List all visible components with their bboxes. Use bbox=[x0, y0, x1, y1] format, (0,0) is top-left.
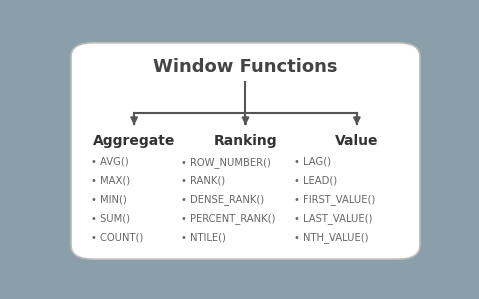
Text: • LAST_VALUE(): • LAST_VALUE() bbox=[294, 213, 372, 224]
Text: • FIRST_VALUE(): • FIRST_VALUE() bbox=[294, 195, 375, 205]
Text: • NTH_VALUE(): • NTH_VALUE() bbox=[294, 232, 368, 243]
Text: Window Functions: Window Functions bbox=[153, 58, 338, 76]
Text: Value: Value bbox=[335, 134, 378, 148]
Text: • MAX(): • MAX() bbox=[91, 176, 131, 186]
Text: • COUNT(): • COUNT() bbox=[91, 232, 144, 242]
Text: • DENSE_RANK(): • DENSE_RANK() bbox=[181, 195, 263, 205]
Text: Ranking: Ranking bbox=[214, 134, 277, 148]
Text: • RANK(): • RANK() bbox=[181, 176, 225, 186]
Text: Aggregate: Aggregate bbox=[93, 134, 175, 148]
Text: • NTILE(): • NTILE() bbox=[181, 232, 226, 242]
Text: • LAG(): • LAG() bbox=[294, 157, 331, 167]
Text: • PERCENT_RANK(): • PERCENT_RANK() bbox=[181, 213, 275, 224]
Text: • AVG(): • AVG() bbox=[91, 157, 129, 167]
FancyBboxPatch shape bbox=[71, 43, 420, 259]
Text: • MIN(): • MIN() bbox=[91, 195, 127, 205]
Text: • ROW_NUMBER(): • ROW_NUMBER() bbox=[181, 157, 270, 168]
Text: • LEAD(): • LEAD() bbox=[294, 176, 337, 186]
Text: • SUM(): • SUM() bbox=[91, 213, 130, 223]
